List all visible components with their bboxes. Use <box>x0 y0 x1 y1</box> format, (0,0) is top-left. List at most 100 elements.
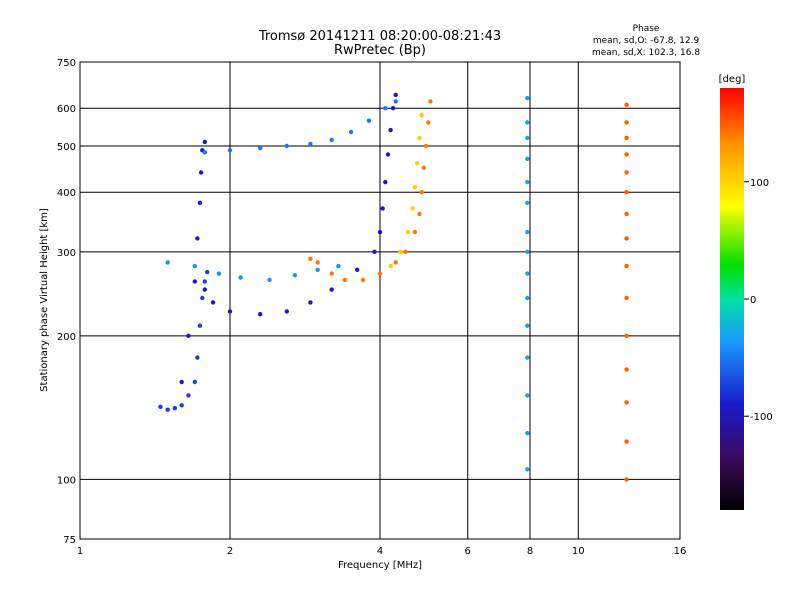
data-point <box>624 295 629 301</box>
x-tick-label: 6 <box>465 546 471 557</box>
data-point <box>388 127 393 133</box>
x-tick-label: 8 <box>527 546 533 557</box>
data-point <box>624 333 629 338</box>
data-point <box>195 236 200 241</box>
data-point <box>348 129 354 135</box>
data-point <box>624 120 629 125</box>
data-point <box>624 367 629 372</box>
x-axis-label: Frequency [MHz] <box>338 560 422 571</box>
grid-lines <box>80 62 680 539</box>
data-point <box>428 99 433 104</box>
data-point <box>419 113 424 118</box>
data-point <box>405 229 411 235</box>
data-point <box>421 165 427 170</box>
data-point <box>525 431 530 436</box>
data-point <box>292 273 298 278</box>
data-point <box>393 92 398 98</box>
data-point <box>624 152 629 157</box>
y-tick-label: 300 <box>57 248 76 259</box>
data-point <box>624 263 629 269</box>
data-point <box>284 143 289 149</box>
data-point <box>624 477 629 482</box>
data-point <box>329 137 334 143</box>
data-point <box>372 249 377 254</box>
data-point <box>227 309 233 314</box>
x-axis-ticks: 1 2 4 6 8 10 16 <box>77 546 687 557</box>
y-axis-label: Stationary phase Virtual Height [km] <box>39 208 50 392</box>
data-point <box>179 403 184 408</box>
data-point <box>525 467 530 472</box>
data-point <box>158 404 163 409</box>
data-point <box>202 139 207 145</box>
data-point <box>525 120 530 125</box>
data-point <box>624 400 629 405</box>
data-point <box>624 439 629 444</box>
data-point <box>525 393 530 398</box>
data-point <box>186 393 191 398</box>
stats-line-o: mean, sd,O: -67.8, 12.9 <box>593 36 700 46</box>
data-point <box>398 249 403 254</box>
data-points <box>158 92 629 482</box>
data-point <box>377 229 383 235</box>
data-point <box>342 277 347 283</box>
data-point <box>419 190 424 195</box>
data-point <box>423 143 429 149</box>
chart-title: Tromsø 20141211 08:20:00-08:21:43 <box>258 29 501 44</box>
data-point <box>426 120 431 125</box>
data-point <box>525 295 530 301</box>
data-point <box>525 135 530 141</box>
y-axis-ticks: 75 100 200 300 400 500 600 750 <box>57 58 76 546</box>
colorbar-tick-label: 0 <box>750 295 756 306</box>
colorbar <box>720 88 744 510</box>
data-point <box>192 263 197 269</box>
data-point <box>202 287 207 292</box>
data-point <box>383 179 388 185</box>
data-point <box>388 263 393 269</box>
y-tick-label: 400 <box>57 188 76 199</box>
data-point <box>624 135 629 141</box>
data-point <box>525 249 530 254</box>
data-point <box>192 279 197 284</box>
y-tick-label: 100 <box>57 475 76 486</box>
data-point <box>525 156 530 161</box>
data-point <box>393 99 398 104</box>
data-point <box>525 179 530 185</box>
data-point <box>412 184 418 190</box>
data-point <box>377 271 383 276</box>
data-point <box>329 271 334 276</box>
data-point <box>380 206 385 211</box>
data-point <box>179 379 184 385</box>
data-point <box>525 323 530 328</box>
data-point <box>258 312 263 317</box>
data-point <box>308 300 313 305</box>
chart-subtitle: RwPretec (Bp) <box>334 43 426 58</box>
data-point <box>186 333 191 338</box>
data-point <box>624 170 629 175</box>
data-point <box>393 260 398 265</box>
data-point <box>390 106 396 111</box>
data-point <box>308 141 313 147</box>
colorbar-tick-label: -100 <box>750 412 773 423</box>
data-point <box>624 190 629 195</box>
x-tick-label: 1 <box>77 546 83 557</box>
stats-title: Phase <box>633 24 660 34</box>
data-point <box>210 300 216 305</box>
data-point <box>525 355 530 360</box>
x-tick-label: 10 <box>572 546 585 557</box>
data-point <box>198 170 204 175</box>
y-tick-label: 600 <box>57 104 76 115</box>
data-point <box>284 309 289 314</box>
data-point <box>417 211 422 217</box>
data-point <box>192 379 197 385</box>
data-point <box>336 263 341 269</box>
data-point <box>267 277 272 283</box>
data-point <box>216 271 222 276</box>
data-point <box>308 256 313 261</box>
plot-frame <box>79 61 681 540</box>
data-point <box>360 277 366 283</box>
y-tick-label: 200 <box>57 332 76 343</box>
data-point <box>624 102 629 108</box>
colorbar-tick-label: 100 <box>750 178 769 189</box>
data-point <box>329 287 334 292</box>
